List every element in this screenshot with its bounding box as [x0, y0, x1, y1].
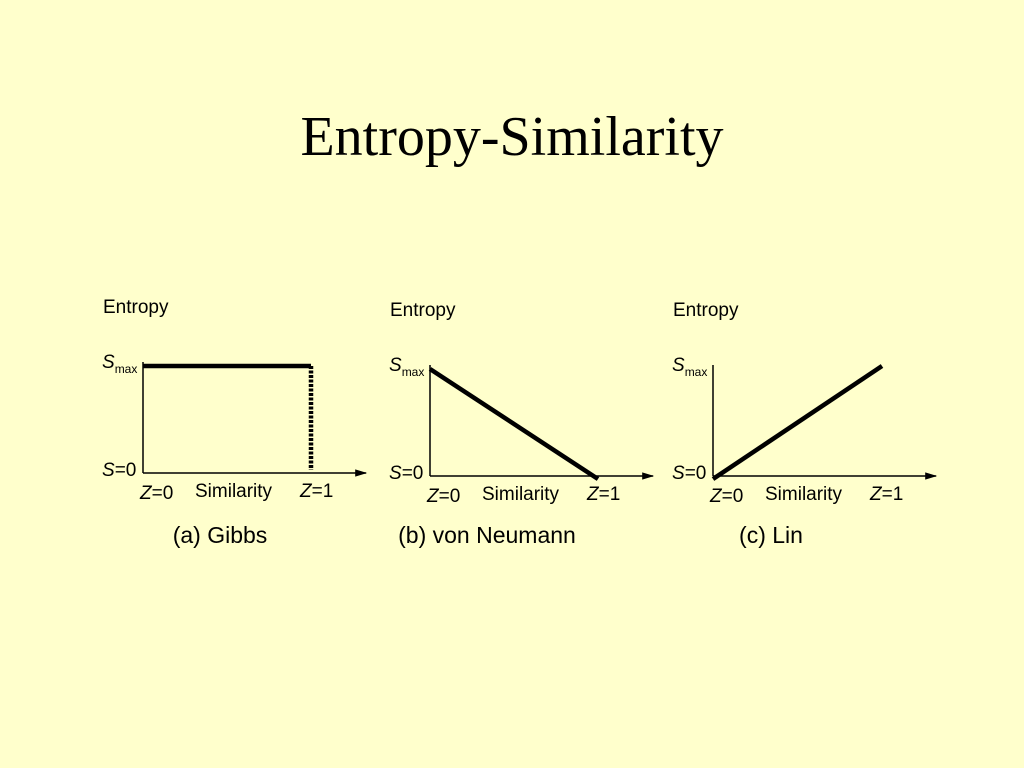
x-axis-label: Similarity — [482, 484, 560, 505]
symbol: Z — [426, 486, 440, 507]
suffix: =1 — [312, 481, 334, 502]
symbol: S — [672, 355, 685, 376]
x-start-label: Z=0 — [426, 486, 460, 507]
suffix: =1 — [882, 484, 904, 505]
y-zero-label: S=0 — [102, 460, 136, 481]
suffix: =0 — [152, 483, 174, 504]
symbol: S — [672, 463, 685, 484]
y-max-label: Smax — [389, 355, 424, 379]
subscript: max — [402, 365, 425, 379]
suffix: =0 — [402, 463, 424, 484]
curve — [711, 364, 884, 481]
x-end-label: Z=1 — [299, 481, 333, 502]
y-max-label: Smax — [672, 355, 707, 379]
suffix: =1 — [599, 484, 621, 505]
x-end-label: Z=1 — [586, 484, 620, 505]
symbol: Z — [709, 486, 723, 507]
symbol: S — [102, 460, 115, 481]
suffix: =0 — [115, 460, 137, 481]
x-start-label: Z=0 — [709, 486, 743, 507]
panel-caption: (a) Gibbs — [173, 522, 268, 548]
y-max-label: Smax — [102, 352, 137, 376]
suffix: =0 — [439, 486, 461, 507]
subscript: max — [685, 365, 708, 379]
y-axis-label: Entropy — [390, 300, 456, 321]
symbol: Z — [299, 481, 313, 502]
x-axis-label: Similarity — [765, 484, 843, 505]
suffix: =0 — [722, 486, 744, 507]
panel-caption: (b) von Neumann — [398, 522, 576, 548]
panel-caption: (c) Lin — [739, 522, 803, 548]
y-zero-label: S=0 — [389, 463, 423, 484]
x-start-label: Z=0 — [139, 483, 173, 504]
y-axis-label: Entropy — [673, 300, 739, 321]
suffix: =0 — [685, 463, 707, 484]
symbol: Z — [869, 484, 883, 505]
symbol: S — [389, 463, 402, 484]
symbol: Z — [586, 484, 600, 505]
x-axis-label: Similarity — [195, 481, 273, 502]
x-end-label: Z=1 — [869, 484, 903, 505]
y-axis-label: Entropy — [103, 297, 169, 318]
symbol: Z — [139, 483, 153, 504]
symbol: S — [389, 355, 402, 376]
symbol: S — [102, 352, 115, 373]
subscript: max — [115, 362, 138, 376]
slide-title: Entropy-Similarity — [300, 106, 723, 168]
curve — [428, 367, 600, 481]
y-zero-label: S=0 — [672, 463, 706, 484]
